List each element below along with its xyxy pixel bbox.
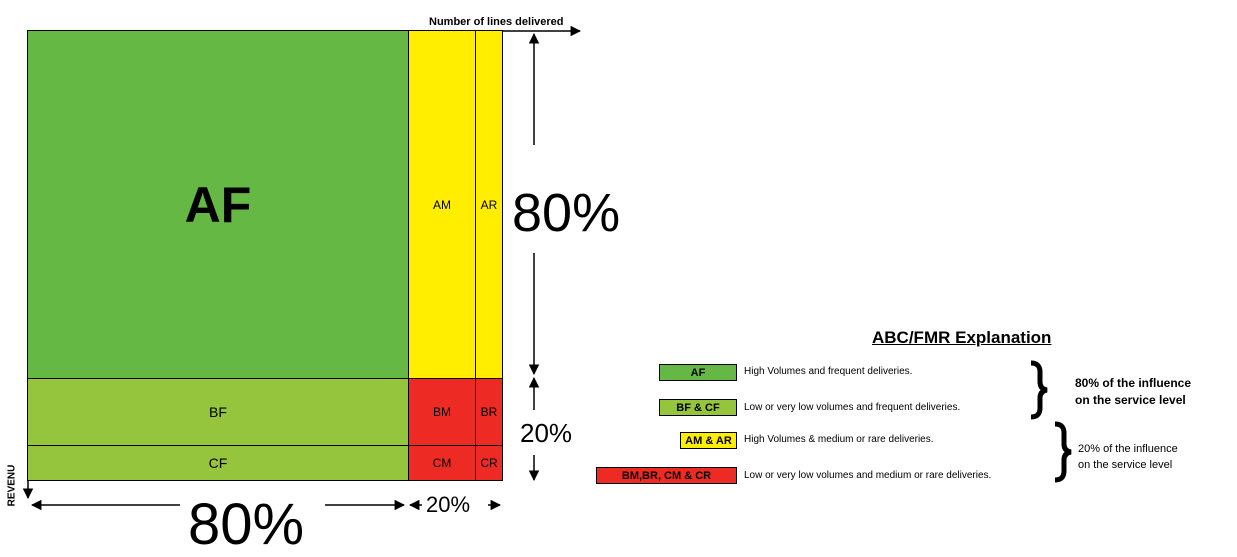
group-low-line2: on the service level — [1078, 459, 1173, 471]
left-axis-label: REVENU — [6, 464, 18, 507]
brace-low-group — [1054, 421, 1072, 483]
cell-cf-label: CF — [208, 455, 228, 471]
bottom-right-percent: 20% — [426, 492, 471, 517]
cell-bf: BF — [27, 378, 409, 446]
legend-desc-af: High Volumes and frequent deliveries. — [744, 366, 913, 377]
group-high-line1: 80% of the influence — [1075, 376, 1192, 390]
top-axis-label: Number of lines delivered — [429, 16, 564, 28]
legend-key-am-ar: AM & AR — [680, 432, 737, 449]
group-low-text: 20% of the influence on the service leve… — [1078, 441, 1178, 473]
cell-bm: BM — [408, 378, 476, 446]
group-high-line2: on the service level — [1075, 393, 1186, 407]
cell-af-label: AF — [184, 176, 252, 233]
cell-cr: CR — [475, 445, 503, 481]
legend-desc-bf-cf: Low or very low volumes and frequent del… — [744, 402, 961, 413]
right-upper-percent: 80% — [512, 183, 621, 243]
legend-title: ABC/FMR Explanation — [872, 328, 1052, 347]
right-lower-percent: 20% — [520, 418, 573, 448]
legend-desc-bm-br-cm-cr: Low or very low volumes and medium or ra… — [744, 470, 992, 481]
cell-br: BR — [475, 378, 503, 446]
legend-desc-am-ar: High Volumes & medium or rare deliveries… — [744, 434, 934, 445]
cell-af: AF — [27, 30, 409, 379]
group-high-text: 80% of the influence on the service leve… — [1075, 375, 1191, 409]
cell-bm-label: BM — [433, 405, 451, 419]
cell-cr-label: CR — [480, 456, 498, 470]
cell-am: AM — [408, 30, 476, 379]
legend-key-bf-cf: BF & CF — [659, 399, 737, 416]
brace-high-group — [1030, 360, 1048, 420]
legend-key-bm-br-cm-cr: BM,BR, CM & CR — [596, 467, 737, 484]
bottom-left-percent: 80% — [188, 492, 305, 557]
cell-br-label: BR — [480, 405, 498, 419]
cell-cf: CF — [27, 445, 409, 481]
cell-bf-label: BF — [209, 404, 227, 420]
cell-ar: AR — [475, 30, 503, 379]
group-low-line1: 20% of the influence — [1078, 443, 1178, 455]
cell-cm: CM — [408, 445, 476, 481]
legend-key-af: AF — [659, 364, 737, 381]
cell-am-label: AM — [433, 197, 451, 212]
cell-ar-label: AR — [480, 197, 498, 212]
cell-cm-label: CM — [432, 456, 452, 470]
